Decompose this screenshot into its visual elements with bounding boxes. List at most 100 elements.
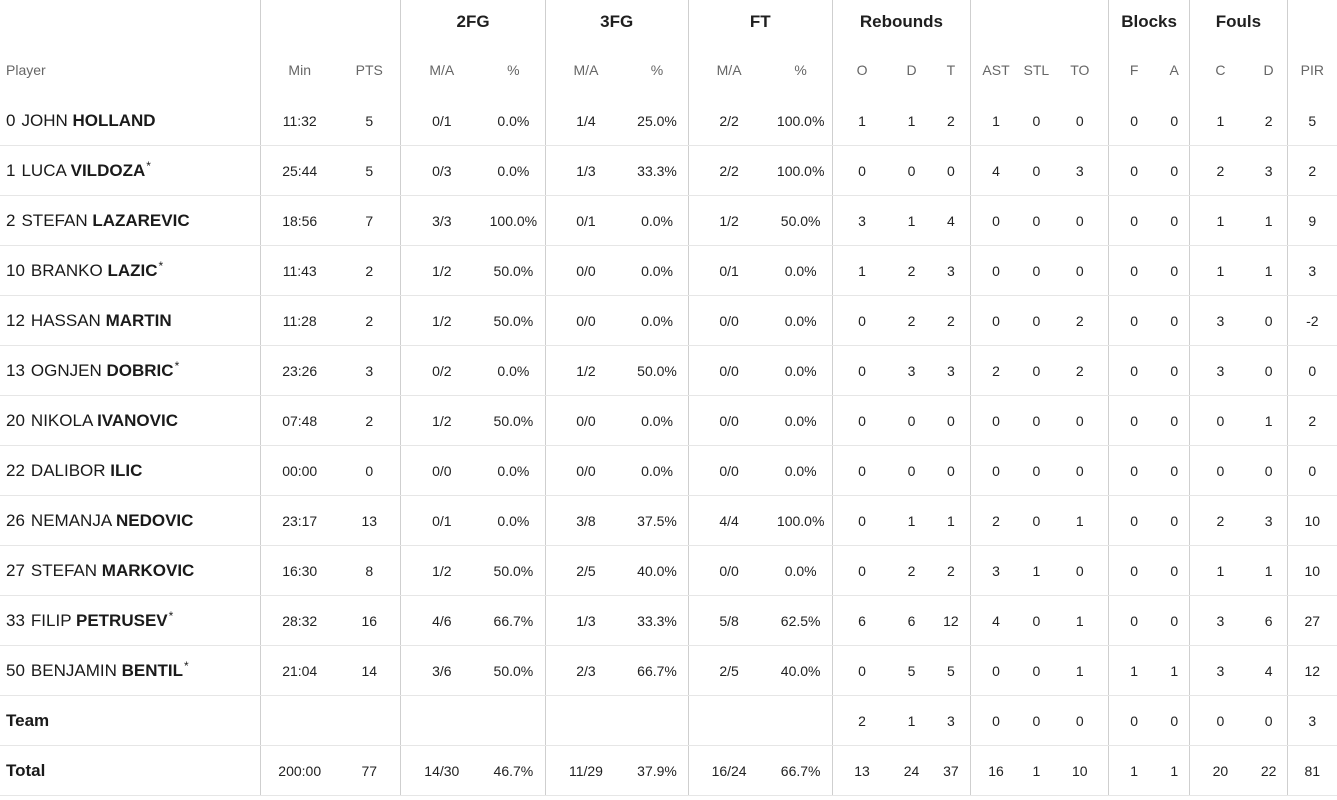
player-first-name: BRANKO: [30, 260, 103, 280]
stat-pts: 5: [338, 145, 402, 196]
stat-reb-t: 3: [931, 345, 971, 396]
stat-stl: 0: [1021, 645, 1052, 696]
player-row[interactable]: 2 STEFAN LAZAREVIC 18:56 7 3/3 100.0% 0/1 0.0% 1…: [0, 195, 1337, 246]
stat-reb-d: 2: [891, 545, 932, 596]
stat-foul-d: 6: [1250, 595, 1288, 646]
stat-pts: 2: [338, 395, 402, 446]
player-name-cell[interactable]: 12 HASSAN MARTIN: [0, 295, 262, 346]
player-row[interactable]: 20 NIKOLA IVANOVIC 07:48 2 1/2 50.0% 0/0 0.0% 0/…: [0, 395, 1337, 446]
player-row[interactable]: 26 NEMANJA NEDOVIC 23:17 13 0/1 0.0% 3/8 37.5% 4…: [0, 495, 1337, 546]
stat-foul-c: 2: [1189, 145, 1251, 196]
player-row[interactable]: 12 HASSAN MARTIN 11:28 2 1/2 50.0% 0/0 0.0% 0/0 0…: [0, 295, 1337, 346]
stat-foul-c: 20: [1189, 745, 1251, 796]
stat-reb-o: 1: [832, 96, 892, 146]
player-name-cell[interactable]: 26 NEMANJA NEDOVIC: [0, 495, 262, 546]
stat-min: 23:17: [260, 495, 339, 546]
player-last-name: MARKOVIC: [101, 560, 195, 580]
stat-blk-a: 0: [1159, 96, 1191, 146]
player-first-name: STEFAN: [30, 560, 98, 580]
player-name-cell[interactable]: 2 STEFAN LAZAREVIC: [0, 195, 262, 246]
stat-blk-a: 0: [1159, 495, 1191, 546]
player-name-cell[interactable]: 0 JOHN HOLLAND: [0, 96, 262, 146]
stat-reb-t: 4: [931, 195, 971, 246]
stat-two-ma: 1/2: [400, 545, 483, 596]
player-first-name: OGNJEN: [30, 360, 102, 380]
stat-blk-a: 0: [1159, 595, 1191, 646]
stat-min: 25:44: [260, 145, 339, 196]
stat-two-ma: 1/2: [400, 295, 483, 346]
col-header-foul-c: C: [1215, 62, 1226, 78]
stat-reb-t: 1: [931, 495, 971, 546]
stat-pir: 81: [1287, 745, 1337, 796]
stat-blk-a: 0: [1159, 295, 1191, 346]
stat-reb-o: 0: [832, 345, 892, 396]
stat-foul-d: 0: [1250, 695, 1288, 746]
stat-two-pct: 0.0%: [482, 96, 546, 146]
player-row[interactable]: 33 FILIP PETRUSEV* 28:32 16 4/6 66.7% 1/3 33.3%…: [0, 595, 1337, 646]
player-last-name: ILIC: [110, 460, 143, 480]
player-row[interactable]: 22 DALIBOR ILIC 00:00 0 0/0 0.0% 0/0 0.0% 0/0 0.0…: [0, 445, 1337, 496]
stat-blk-f: 0: [1108, 345, 1160, 396]
stat-reb-t: 3: [931, 695, 971, 746]
stat-ft-ma: 0/0: [688, 545, 770, 596]
stat-to: 0: [1051, 395, 1109, 446]
stat-foul-c: 1: [1189, 545, 1251, 596]
player-first-name: HASSAN: [30, 310, 101, 330]
stat-two-pct: 0.0%: [482, 345, 546, 396]
stat-ft-ma: 0/1: [688, 245, 770, 296]
stat-blk-f: 0: [1108, 545, 1160, 596]
player-row[interactable]: 27 STEFAN MARKOVIC 16:30 8 1/2 50.0% 2/5 40.0% 0…: [0, 545, 1337, 596]
player-name-cell[interactable]: 50 BENJAMIN BENTIL*: [0, 645, 262, 696]
starter-marker: *: [158, 258, 164, 273]
stat-ft-ma: 0/0: [688, 295, 770, 346]
stat-reb-t: 2: [931, 295, 971, 346]
stat-foul-d: 22: [1250, 745, 1288, 796]
player-name-cell[interactable]: 27 STEFAN MARKOVIC: [0, 545, 262, 596]
stat-foul-c: 2: [1189, 495, 1251, 546]
player-row[interactable]: 50 BENJAMIN BENTIL* 21:04 14 3/6 50.0% 2/3 66.7…: [0, 645, 1337, 696]
stat-ft-ma: 16/24: [688, 745, 770, 796]
player-number: 20: [6, 410, 25, 430]
stat-foul-c: 1: [1189, 96, 1251, 146]
stat-to: 0: [1051, 695, 1109, 746]
stat-pir: 0: [1287, 345, 1337, 396]
stat-three-ma: 1/3: [545, 595, 627, 646]
player-last-name: IVANOVIC: [97, 410, 178, 430]
player-first-name: LUCA: [21, 160, 66, 180]
stat-three-pct: 50.0%: [626, 345, 689, 396]
stat-reb-d: 6: [891, 595, 932, 646]
stat-ast: 2: [970, 495, 1022, 546]
stat-ft-pct: [769, 695, 833, 746]
stat-pts: 2: [338, 245, 402, 296]
stat-to: 10: [1051, 745, 1109, 796]
stat-foul-d: 4: [1250, 645, 1288, 696]
player-last-name: DOBRIC: [106, 360, 174, 380]
col-header-ft-pct: %: [769, 44, 833, 96]
stat-pir: 2: [1287, 395, 1337, 446]
col-header-stl: STL: [1023, 62, 1050, 78]
player-name-cell[interactable]: 33 FILIP PETRUSEV*: [0, 595, 262, 646]
stat-reb-d: 0: [891, 395, 932, 446]
stat-reb-t: 5: [931, 645, 971, 696]
stat-foul-c: 3: [1189, 645, 1251, 696]
stat-foul-d: 0: [1250, 445, 1288, 496]
stat-ast: 4: [970, 595, 1022, 646]
player-name-cell[interactable]: 10 BRANKO LAZIC*: [0, 245, 262, 296]
player-name-cell[interactable]: 13 OGNJEN DOBRIC*: [0, 345, 262, 396]
stat-min: 11:28: [260, 295, 339, 346]
stat-min: 07:48: [260, 395, 339, 446]
player-name-cell[interactable]: 20 NIKOLA IVANOVIC: [0, 395, 262, 446]
player-number: 33: [6, 610, 25, 630]
stat-three-pct: 37.5%: [626, 495, 689, 546]
player-row[interactable]: 10 BRANKO LAZIC* 11:43 2 1/2 50.0% 0/0 0.0% 0/1 0…: [0, 245, 1337, 296]
player-name-cell[interactable]: 22 DALIBOR ILIC: [0, 445, 262, 496]
player-row[interactable]: 13 OGNJEN DOBRIC* 23:26 3 0/2 0.0% 1/2 50.0% 0/0…: [0, 345, 1337, 396]
player-row[interactable]: 1 LUCA VILDOZA* 25:44 5 0/3 0.0% 1/3 33.3% 2/2 10…: [0, 145, 1337, 196]
stat-ft-ma: 2/5: [688, 645, 770, 696]
player-row[interactable]: 0 JOHN HOLLAND 11:32 5 0/1 0.0% 1/4 25.0% 2/2 100…: [0, 96, 1337, 146]
col-header-reb-o: O: [856, 62, 868, 78]
player-name-cell[interactable]: 1 LUCA VILDOZA*: [0, 145, 262, 196]
group-header-3fg: 3FG: [545, 0, 689, 44]
stat-pts: 16: [338, 595, 402, 646]
